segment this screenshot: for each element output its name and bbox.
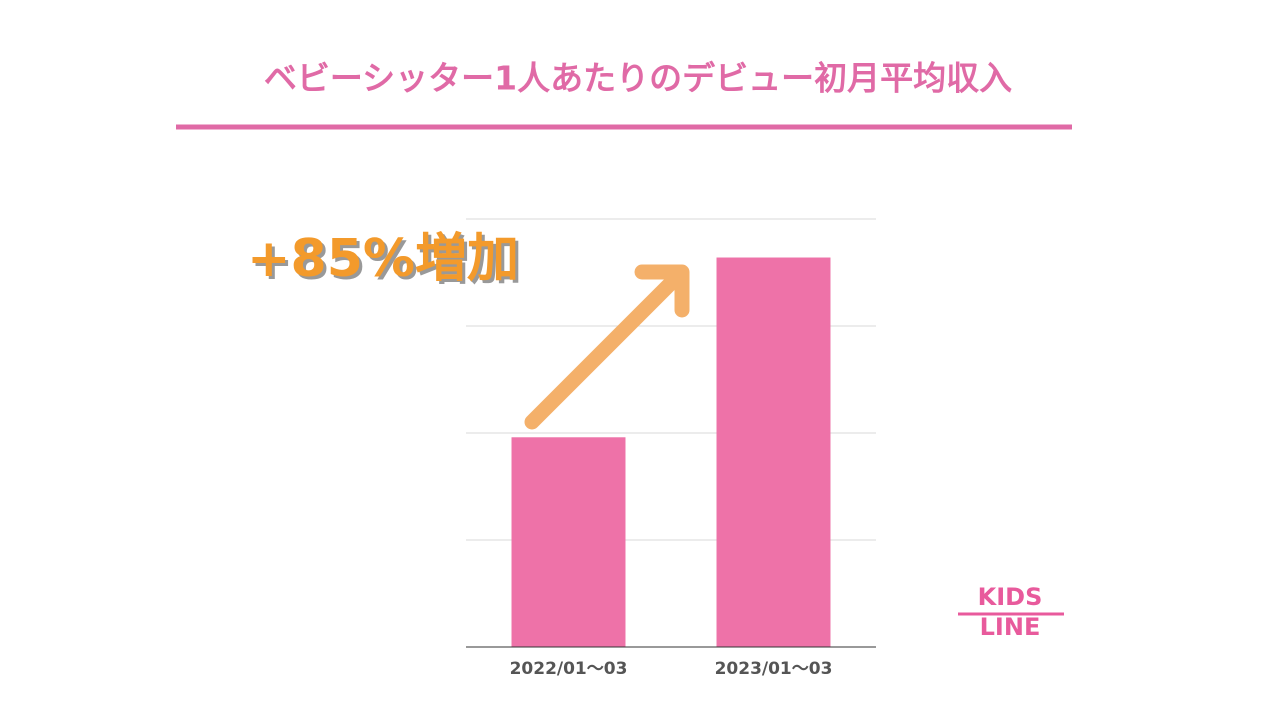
annotation: +85%増加 [247, 229, 519, 289]
growth-arrow [524, 264, 690, 430]
bar [716, 257, 831, 647]
annotation-shadow: +85%増加 [250, 232, 522, 292]
x-tick-label: 2022/01〜03 [510, 659, 628, 679]
chart-title: ベビーシッター1人あたりのデビュー初月平均収入 [264, 59, 1012, 98]
logo-text: KIDS [978, 583, 1043, 611]
logo: KIDS LINE [958, 583, 1064, 641]
bar [511, 437, 626, 647]
logo-text: LINE [980, 613, 1041, 641]
plot-area: 2022/01〜03 2023/01〜03 [466, 218, 876, 679]
x-tick-label: 2023/01〜03 [715, 659, 833, 679]
